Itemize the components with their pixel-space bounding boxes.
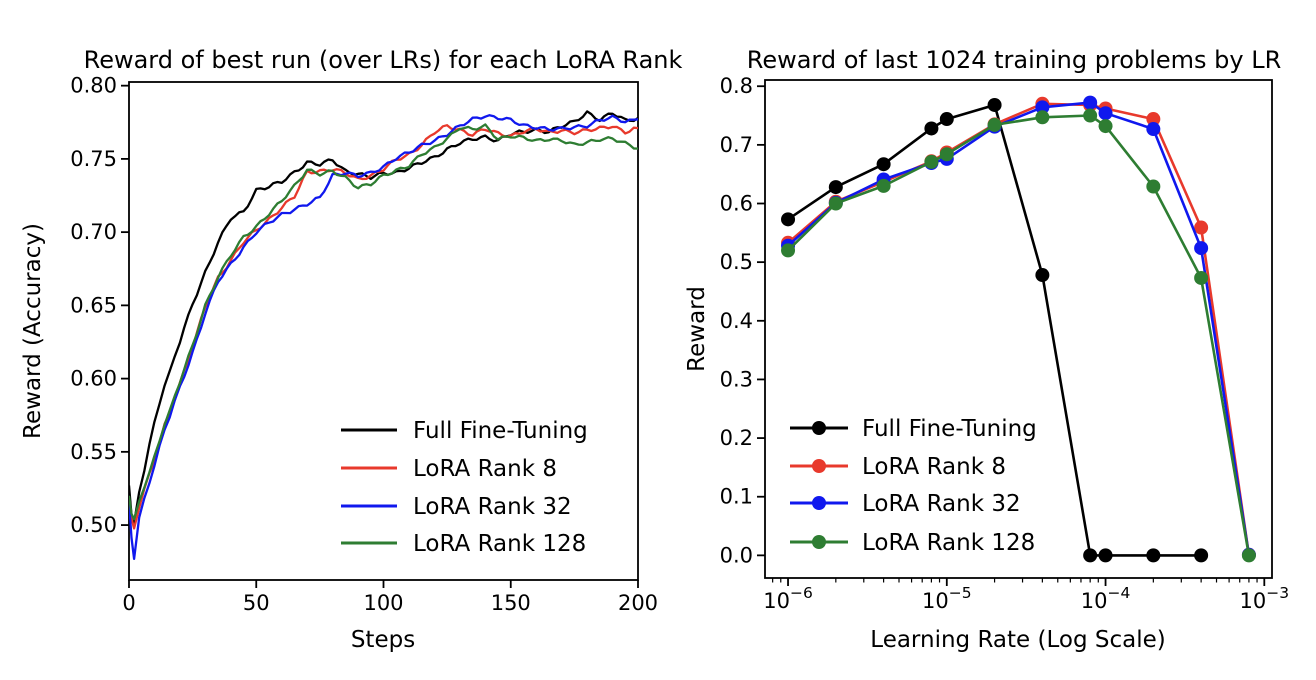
data-point-marker — [828, 180, 843, 195]
data-point-marker — [1146, 548, 1161, 563]
data-point-marker — [781, 243, 796, 258]
x-tick-label: 10−3 — [1240, 584, 1290, 613]
y-tick-label: 0.55 — [70, 440, 117, 464]
data-point-marker — [1035, 100, 1050, 115]
data-point-marker — [1083, 548, 1098, 563]
y-tick-label: 0.1 — [720, 485, 753, 509]
y-tick-label: 0.65 — [70, 293, 117, 317]
data-point-marker — [1146, 122, 1161, 137]
chart-1: 0.0 0.1 0.2 0.3 0.4 0.5 0.6 0.7 0.8 10−6 10−5 10−4 1… — [720, 74, 1290, 613]
data-point-marker — [1035, 268, 1050, 283]
legend-marker — [812, 535, 826, 549]
y-tick-label: 0.3 — [720, 367, 753, 391]
series-line-2 — [129, 114, 638, 561]
data-point-marker — [876, 178, 891, 193]
data-point-marker — [1194, 270, 1209, 285]
data-point-marker — [924, 121, 939, 136]
y-tick-label: 0.0 — [720, 543, 753, 567]
data-point-marker — [1098, 106, 1113, 121]
series-line-3 — [129, 123, 638, 521]
chart-0: 0.50 0.55 0.60 0.65 0.70 0.75 0.80 0 50 100 150 200… — [70, 74, 658, 615]
legend-marker — [812, 496, 826, 510]
y-tick-label: 0.2 — [720, 426, 753, 450]
y-tick-label: 0.7 — [720, 133, 753, 157]
data-point-marker — [828, 196, 843, 211]
data-point-marker — [1241, 548, 1256, 563]
left-chart-title: Reward of best run (over LRs) for each L… — [83, 46, 683, 74]
data-point-marker — [987, 117, 1002, 132]
x-tick-label: 200 — [618, 591, 658, 615]
legend-item-label: Full Fine-Tuning — [413, 418, 588, 444]
data-point-marker — [1146, 179, 1161, 194]
x-tick-label: 10−6 — [763, 584, 813, 613]
right-chart-xlabel: Learning Rate (Log Scale) — [870, 627, 1166, 653]
data-point-marker — [876, 157, 891, 172]
left-chart-xlabel: Steps — [350, 627, 416, 653]
y-tick-label: 0.50 — [70, 513, 117, 537]
legend-item-label: LoRA Rank 8 — [413, 456, 557, 482]
y-tick-label: 0.60 — [70, 367, 117, 391]
y-tick-label: 0.75 — [70, 147, 117, 171]
data-point-marker — [1098, 119, 1113, 134]
data-point-marker — [1098, 548, 1113, 563]
data-point-marker — [1194, 220, 1209, 235]
data-point-marker — [987, 97, 1002, 112]
data-point-marker — [939, 147, 954, 162]
legend-marker — [812, 421, 826, 435]
x-tick-label: 100 — [363, 591, 403, 615]
y-tick-label: 0.6 — [720, 192, 753, 216]
y-tick-label: 0.4 — [720, 309, 753, 333]
series-line-2 — [787, 101, 1251, 556]
x-tick-label: 50 — [243, 591, 270, 615]
data-point-marker — [1035, 110, 1050, 125]
data-point-marker — [1083, 108, 1098, 123]
data-point-marker — [1146, 112, 1161, 127]
right-chart-ylabel: Reward — [684, 286, 710, 372]
right-chart-title: Reward of last 1024 training problems by… — [746, 46, 1282, 74]
x-tick-label: 0 — [122, 591, 135, 615]
axis-frame — [764, 79, 1273, 579]
y-tick-label: 0.70 — [70, 220, 117, 244]
data-point-marker — [1194, 548, 1209, 563]
y-tick-label: 0.5 — [720, 250, 753, 274]
series-line-1 — [787, 102, 1251, 555]
legend-item-label: LoRA Rank 128 — [413, 531, 586, 557]
legend-item-label: LoRA Rank 128 — [862, 530, 1035, 556]
legend-item-label: Full Fine-Tuning — [862, 416, 1037, 442]
y-tick-label: 0.80 — [70, 74, 117, 98]
series-line-0 — [787, 103, 1202, 557]
legend-marker — [812, 459, 826, 473]
x-tick-label: 150 — [491, 591, 531, 615]
data-point-marker — [1083, 95, 1098, 110]
legend-item-label: LoRA Rank 32 — [413, 494, 572, 520]
series-line-3 — [787, 114, 1251, 556]
legend-item-label: LoRA Rank 32 — [862, 491, 1021, 517]
y-tick-label: 0.8 — [720, 74, 753, 98]
legend-item-label: LoRA Rank 8 — [862, 454, 1006, 480]
data-point-marker — [1194, 241, 1209, 256]
x-tick-label: 10−4 — [1081, 584, 1131, 613]
x-tick-label: 10−5 — [922, 584, 972, 613]
data-point-marker — [781, 212, 796, 227]
left-chart-ylabel: Reward (Accuracy) — [20, 223, 46, 439]
data-point-marker — [924, 154, 939, 169]
data-point-marker — [939, 112, 954, 127]
